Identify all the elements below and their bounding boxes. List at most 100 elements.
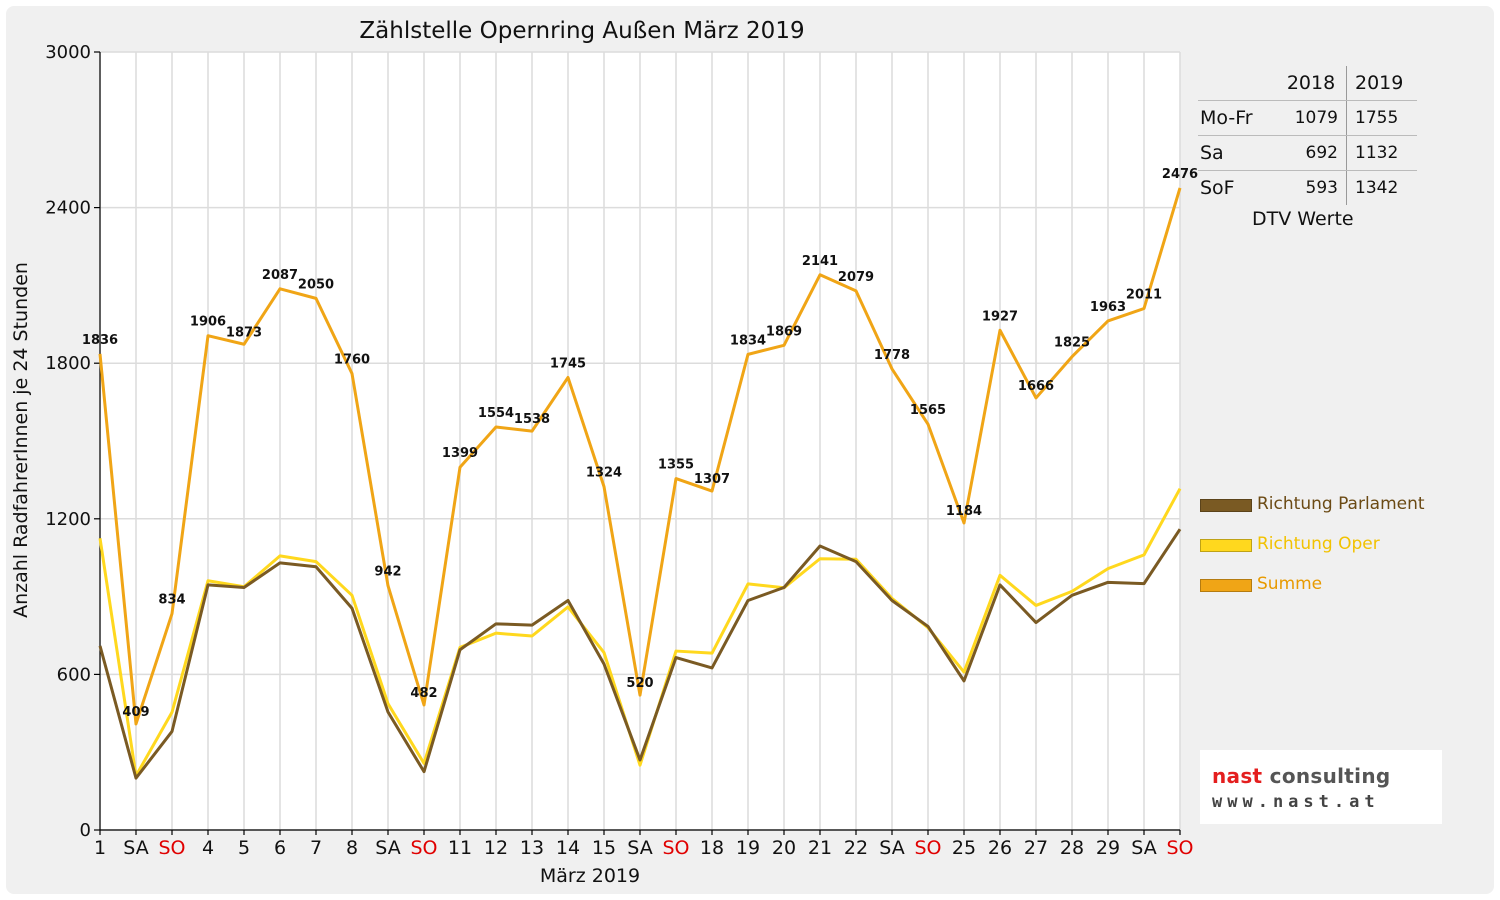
series-line-oper	[98, 488, 1182, 778]
x-tick-label: 20	[772, 837, 796, 859]
data-label: 1554	[478, 406, 514, 421]
legend-label: Summe	[1257, 574, 1323, 594]
x-tick-label: SA	[879, 837, 904, 859]
x-tick-label: 1	[94, 837, 106, 859]
data-label: 2141	[802, 254, 838, 269]
data-label: 482	[410, 686, 437, 701]
x-tick-label: SA	[375, 837, 400, 859]
data-label: 2476	[1162, 167, 1198, 182]
data-label: 1760	[334, 353, 370, 368]
logo-url: www.nast.at	[1212, 792, 1380, 812]
series-line-summe	[98, 187, 1182, 726]
x-axis-label: März 2019	[540, 865, 640, 887]
legend-swatch	[1200, 539, 1252, 552]
logo-name-rest: consulting	[1262, 764, 1391, 788]
x-tick-label: SO	[1166, 837, 1193, 859]
y-tick-label: 1200	[45, 509, 91, 530]
y-tick-label: 3000	[45, 42, 91, 63]
legend-label: Richtung Parlament	[1257, 494, 1425, 514]
x-tick-label: 26	[988, 837, 1012, 859]
dtv-value-2018: 1079	[1276, 100, 1347, 136]
dtv-row-mofr: Mo-Fr 1079 1755	[1198, 100, 1417, 136]
dtv-header-blank	[1198, 66, 1276, 101]
data-label: 2087	[262, 268, 298, 283]
x-tick-label: 8	[346, 837, 358, 859]
x-tick-label: 25	[952, 837, 976, 859]
dtv-caption: DTV Werte	[1252, 208, 1354, 230]
legend-swatch	[1200, 579, 1252, 592]
data-label: 1927	[982, 309, 1018, 324]
y-axis-label: Anzahl RadfahrerInnen je 24 Stunden	[10, 262, 32, 618]
x-tick-label: SA	[1131, 837, 1156, 859]
x-tick-label: 29	[1096, 837, 1120, 859]
data-label: 1834	[730, 333, 766, 348]
data-label: 1906	[190, 315, 226, 330]
x-tick-label: 14	[556, 837, 580, 859]
y-tick-label: 1800	[45, 353, 91, 374]
x-tick-label: 4	[202, 837, 214, 859]
logo-name: nast consulting	[1212, 764, 1390, 788]
data-label: 1873	[226, 325, 262, 340]
data-label: 1745	[550, 356, 586, 371]
legend-swatch	[1200, 499, 1252, 512]
y-tick-label: 600	[57, 664, 91, 685]
company-logo: nast consulting www.nast.at	[1200, 750, 1442, 824]
data-label: 1355	[658, 458, 694, 473]
dtv-header-2018: 2018	[1276, 66, 1347, 101]
dtv-header-2019: 2019	[1346, 66, 1417, 101]
dtv-row-label: Mo-Fr	[1198, 100, 1276, 136]
data-label: 1399	[442, 446, 478, 461]
x-tick-label: 15	[592, 837, 616, 859]
data-label: 1184	[946, 504, 982, 519]
y-tick-label: 0	[80, 820, 91, 841]
dtv-row-sa: Sa 692 1132	[1198, 135, 1417, 171]
data-label: 1666	[1018, 379, 1054, 394]
data-label: 942	[374, 565, 401, 580]
dtv-header-row: 2018 2019	[1198, 66, 1417, 101]
logo-name-red: nast	[1212, 764, 1263, 788]
data-label: 1565	[910, 403, 946, 418]
data-label: 1538	[514, 412, 550, 427]
dtv-row-label: SoF	[1200, 177, 1235, 199]
x-tick-label: 7	[310, 837, 322, 859]
data-label: 1836	[82, 333, 118, 348]
x-tick-label: 18	[700, 837, 724, 859]
dtv-value-2019: 1755	[1346, 100, 1417, 136]
x-tick-label: SO	[158, 837, 185, 859]
x-tick-label: 11	[448, 837, 472, 859]
data-label: 1963	[1090, 300, 1126, 315]
dtv-value-2019: 1132	[1346, 135, 1417, 171]
series-line-parlament	[98, 528, 1182, 780]
x-tick-label: SO	[662, 837, 689, 859]
chart-title: Zählstelle Opernring Außen März 2019	[359, 18, 804, 44]
x-tick-label: SO	[914, 837, 941, 859]
x-tick-label: 5	[238, 837, 250, 859]
x-tick-label: 6	[274, 837, 286, 859]
data-label: 520	[626, 676, 653, 691]
data-label: 1869	[766, 324, 802, 339]
data-label: 1778	[874, 348, 910, 363]
data-label: 2079	[838, 270, 874, 285]
data-label: 1825	[1054, 336, 1090, 351]
dtv-row-label: Sa	[1198, 135, 1276, 171]
x-tick-label: SO	[410, 837, 437, 859]
x-tick-label: SA	[627, 837, 652, 859]
data-label: 2011	[1126, 287, 1162, 302]
legend-label: Richtung Oper	[1257, 534, 1380, 554]
dtv-value-2018: 593	[1276, 170, 1347, 205]
x-tick-label: 22	[844, 837, 868, 859]
data-label: 1324	[586, 466, 622, 481]
x-tick-label: 13	[520, 837, 544, 859]
x-tick-label: SA	[123, 837, 148, 859]
data-label: 1307	[694, 472, 730, 487]
x-tick-label: 12	[484, 837, 508, 859]
data-label: 409	[122, 705, 149, 720]
dtv-value-2018: 692	[1276, 135, 1347, 171]
dtv-row-sof: SoF 593 1342	[1198, 170, 1417, 205]
dtv-table: 2018 2019 Mo-Fr 1079 1755 Sa 692 1132 So…	[1198, 66, 1417, 205]
x-tick-label: 19	[736, 837, 760, 859]
y-tick-label: 2400	[45, 198, 91, 219]
x-tick-label: 27	[1024, 837, 1048, 859]
x-tick-label: 28	[1060, 837, 1084, 859]
